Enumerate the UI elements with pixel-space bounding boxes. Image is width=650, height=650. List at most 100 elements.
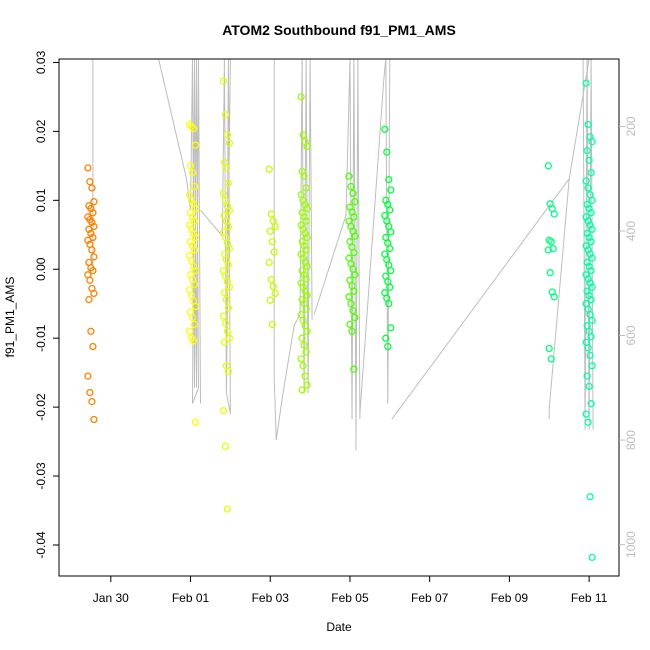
data-point <box>386 283 394 291</box>
data-point <box>219 406 228 415</box>
data-point <box>582 213 590 221</box>
data-point <box>585 291 593 300</box>
data-point <box>303 327 311 335</box>
data-point <box>585 262 593 271</box>
data-point <box>84 372 92 380</box>
data-point <box>297 221 305 229</box>
data-point <box>90 198 98 206</box>
data-point <box>301 287 309 295</box>
data-point <box>303 381 311 389</box>
data-point <box>303 233 311 242</box>
data-point <box>303 204 311 213</box>
data-point <box>351 271 359 279</box>
data-point <box>303 142 311 151</box>
data-point <box>584 246 592 254</box>
data-point <box>300 242 308 250</box>
data-point <box>190 280 199 289</box>
data-point <box>224 261 233 269</box>
data-point <box>185 221 194 229</box>
data-point <box>584 344 592 352</box>
data-point <box>588 196 596 204</box>
data-point <box>189 337 198 345</box>
data-point <box>588 138 596 146</box>
data-point <box>587 266 595 275</box>
data-point <box>89 266 97 275</box>
data-point <box>385 300 393 308</box>
data-point <box>586 250 594 258</box>
data-point <box>88 218 96 227</box>
data-point <box>191 266 200 275</box>
data-point <box>87 327 95 335</box>
data-point <box>299 196 307 204</box>
data-point <box>85 295 93 304</box>
data-point <box>191 302 200 311</box>
data-point <box>381 125 389 133</box>
plot-frame <box>58 58 620 577</box>
data-point <box>189 262 198 271</box>
data-point <box>584 120 592 129</box>
data-point <box>86 276 94 284</box>
data-point <box>191 233 200 242</box>
data-point <box>90 415 98 424</box>
data-point <box>223 131 232 139</box>
data-point <box>86 178 94 186</box>
data-point <box>583 287 591 295</box>
altitude-trace-2 <box>200 58 231 414</box>
data-point <box>267 210 275 218</box>
altitude-trace-6 <box>391 58 590 420</box>
data-point <box>303 262 311 271</box>
data-point <box>302 275 310 283</box>
data-point <box>222 164 231 172</box>
data-point <box>583 200 591 209</box>
data-point <box>385 175 393 184</box>
data-point <box>382 334 390 342</box>
data-point <box>300 172 308 180</box>
data-point <box>187 225 196 233</box>
data-point <box>298 386 306 394</box>
data-point <box>545 344 553 353</box>
y2-tick-label: 800 <box>624 430 638 450</box>
data-point <box>386 244 394 253</box>
data-point <box>387 186 395 194</box>
data-point <box>588 254 596 262</box>
data-point <box>383 148 391 156</box>
data-point <box>219 312 228 320</box>
data-point <box>297 250 305 258</box>
data-point <box>588 362 596 370</box>
data-point <box>547 238 555 246</box>
y-tick-label: 0.00 <box>34 257 48 281</box>
data-point <box>88 246 96 254</box>
data-point <box>299 362 307 370</box>
data-point <box>185 327 194 335</box>
data-point <box>88 184 96 192</box>
data-point <box>588 283 596 291</box>
y2-tick-label: 1000 <box>624 531 638 558</box>
data-point <box>550 210 558 218</box>
data-point <box>387 266 395 275</box>
data-point <box>300 341 308 349</box>
data-point <box>190 320 199 329</box>
x-tick-label: Feb 03 <box>252 591 290 605</box>
data-point <box>187 122 196 131</box>
data-point <box>191 204 200 213</box>
data-point <box>84 236 92 244</box>
data-point <box>271 222 279 231</box>
data-point <box>587 295 595 304</box>
data-point <box>586 351 594 360</box>
data-point <box>85 225 93 233</box>
data-point <box>185 120 194 129</box>
data-point <box>89 209 97 217</box>
data-point <box>190 182 199 191</box>
altitude-trace-1 <box>158 58 201 404</box>
data-point <box>186 162 195 170</box>
data-point <box>302 217 310 225</box>
data-point <box>298 334 306 342</box>
data-points <box>84 77 596 562</box>
data-point <box>345 293 353 301</box>
data-point <box>588 225 596 233</box>
x-axis-label: Date <box>326 620 352 634</box>
data-point <box>298 209 306 217</box>
data-point <box>268 238 276 246</box>
data-point <box>220 338 229 346</box>
altitude-trace-4 <box>313 58 361 451</box>
